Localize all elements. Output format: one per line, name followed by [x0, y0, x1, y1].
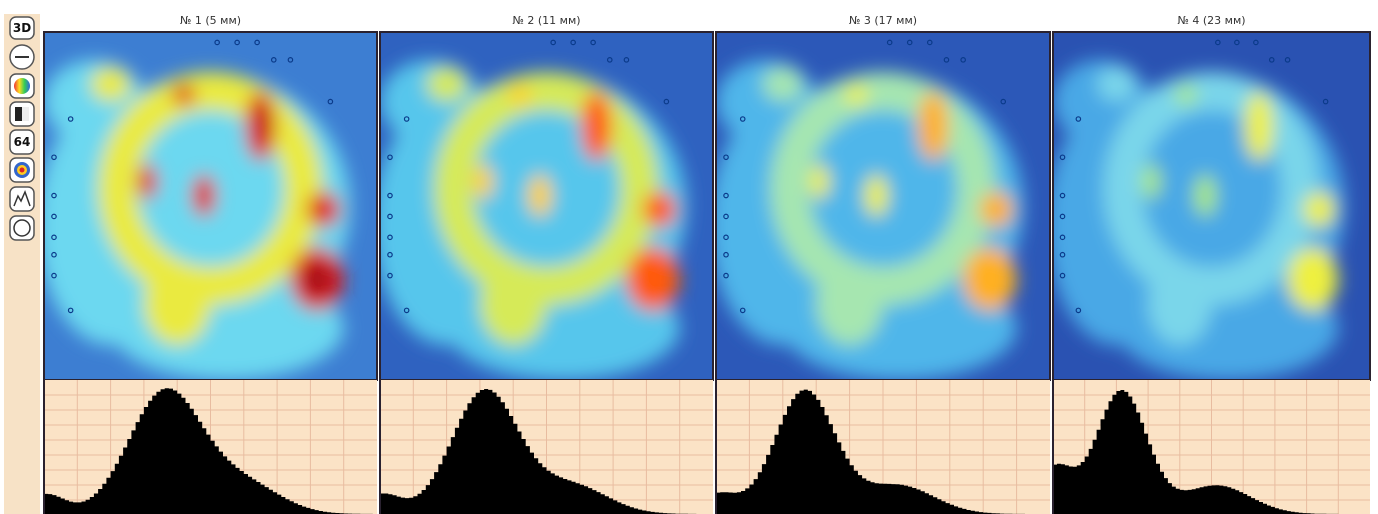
- heat-blob: [137, 164, 157, 199]
- app-window: 3D 64 № 1 (5 мм)№ 2 (11 мм)№ 3 (17 мм)№ …: [0, 0, 1378, 514]
- heatmap: [37, 32, 377, 380]
- heat-blob: [528, 175, 551, 217]
- heat-blob: [810, 164, 830, 199]
- heatmap-blobs: [37, 60, 350, 380]
- scan-panel: № 1 (5 мм): [37, 14, 381, 514]
- button-label: 64: [14, 135, 31, 149]
- heat-blob: [1194, 175, 1216, 217]
- button-3d[interactable]: 3D: [10, 17, 34, 39]
- heat-blob: [304, 262, 331, 297]
- heat-blob: [865, 175, 888, 217]
- heat-blob: [172, 84, 195, 105]
- scan-panel: № 2 (11 мм): [373, 14, 717, 514]
- heatmap: [709, 32, 1050, 380]
- heat-blob: [626, 248, 679, 311]
- heat-blob: [192, 175, 215, 217]
- scan-panel: № 4 (23 мм): [1047, 14, 1374, 514]
- histogram: [44, 380, 381, 514]
- button-palette[interactable]: [10, 74, 34, 98]
- heat-blob: [643, 192, 676, 227]
- heat-blob: [480, 262, 547, 346]
- toolbar: 3D 64: [4, 14, 40, 514]
- heat-blob: [980, 192, 1013, 227]
- heat-blob: [144, 262, 211, 346]
- histogram: [716, 380, 1054, 514]
- heat-blob: [918, 91, 948, 161]
- heat-blob: [508, 84, 531, 105]
- heat-blob: [427, 67, 467, 102]
- heat-blob: [1288, 248, 1339, 311]
- heat-blob: [1148, 262, 1211, 346]
- heatmap-blobs: [373, 60, 686, 380]
- button-circle[interactable]: [10, 216, 34, 240]
- button-target[interactable]: [10, 158, 34, 182]
- button-64[interactable]: 64: [10, 130, 34, 154]
- heat-blob: [257, 102, 270, 144]
- heat-blob: [845, 84, 868, 105]
- heat-blob: [1175, 84, 1197, 105]
- heat-blob: [1142, 164, 1161, 199]
- heatmap-blobs: [709, 60, 1023, 380]
- heat-blob: [816, 262, 883, 346]
- heat-blob: [763, 67, 803, 102]
- heatmap-blobs: [1047, 60, 1345, 380]
- histogram: [380, 380, 717, 514]
- heat-blob: [963, 248, 1016, 311]
- button-contrast[interactable]: [10, 102, 34, 126]
- heat-blob: [1097, 67, 1135, 102]
- heat-blob: [1303, 192, 1335, 227]
- button-label: 3D: [13, 21, 31, 35]
- heatmap: [1047, 32, 1370, 380]
- panel-title: № 4 (23 мм): [1177, 14, 1245, 27]
- heatmap: [373, 32, 713, 380]
- button-histogram[interactable]: [10, 187, 34, 211]
- heat-blob: [91, 67, 131, 102]
- heat-blob: [1245, 91, 1274, 161]
- scan-panel: № 3 (17 мм): [709, 14, 1054, 514]
- panel-title: № 3 (17 мм): [849, 14, 917, 27]
- button-flat[interactable]: [10, 45, 34, 69]
- histogram: [1053, 380, 1374, 514]
- heat-blob: [307, 192, 340, 227]
- panel-title: № 2 (11 мм): [512, 14, 580, 27]
- heat-blob: [581, 91, 611, 161]
- panels: № 1 (5 мм) № 2 (11 мм) № 3 (17 мм) № 4 (23 …: [37, 14, 1374, 514]
- heat-blob: [473, 164, 493, 199]
- panel-title: № 1 (5 мм): [180, 14, 241, 27]
